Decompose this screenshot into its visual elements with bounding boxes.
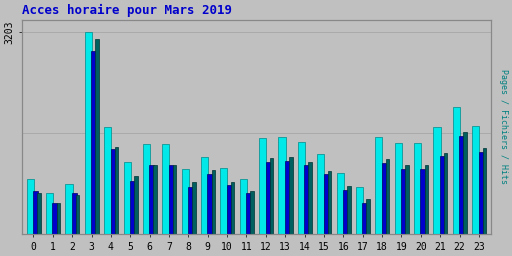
Bar (382, 163, 387, 234)
Bar (37, 193, 41, 234)
Bar (182, 169, 189, 234)
Bar (104, 127, 111, 234)
Bar (115, 147, 118, 234)
Bar (162, 144, 169, 234)
Bar (231, 183, 234, 234)
Bar (362, 203, 367, 234)
Bar (328, 171, 331, 234)
Bar (444, 153, 447, 234)
Bar (220, 168, 227, 234)
Bar (150, 165, 154, 234)
Bar (188, 187, 193, 234)
Bar (395, 143, 402, 234)
Bar (130, 180, 135, 234)
Bar (91, 51, 96, 234)
Bar (266, 162, 270, 234)
Bar (95, 39, 99, 234)
Bar (298, 142, 305, 234)
Bar (72, 193, 77, 234)
Bar (405, 165, 409, 234)
Bar (356, 187, 363, 234)
Bar (401, 169, 406, 234)
Bar (453, 107, 460, 234)
Bar (386, 158, 389, 234)
Bar (33, 191, 38, 234)
Bar (317, 154, 324, 234)
Bar (336, 173, 344, 234)
Bar (85, 32, 92, 234)
Bar (479, 152, 483, 234)
Bar (424, 165, 428, 234)
Bar (433, 127, 440, 234)
Bar (414, 143, 421, 234)
Bar (154, 165, 157, 234)
Bar (134, 176, 138, 234)
Bar (201, 157, 208, 234)
Text: Acces horaire pour Mars 2019: Acces horaire pour Mars 2019 (22, 4, 232, 17)
Bar (343, 190, 348, 234)
Bar (463, 132, 467, 234)
Bar (420, 169, 425, 234)
Bar (123, 162, 131, 234)
Bar (367, 199, 370, 234)
Bar (240, 179, 247, 234)
Bar (192, 182, 196, 234)
Bar (168, 165, 174, 234)
Bar (472, 126, 479, 234)
Bar (143, 144, 150, 234)
Bar (246, 193, 251, 234)
Bar (324, 174, 328, 234)
Bar (46, 193, 53, 234)
Bar (308, 162, 312, 234)
Bar (375, 137, 382, 234)
Bar (259, 138, 266, 234)
Bar (304, 165, 309, 234)
Bar (207, 174, 212, 234)
Bar (57, 203, 60, 234)
Bar (76, 195, 79, 234)
Bar (66, 184, 73, 234)
Bar (211, 170, 215, 234)
Bar (270, 158, 273, 234)
Bar (227, 185, 231, 234)
Bar (173, 165, 176, 234)
Bar (289, 157, 292, 234)
Bar (440, 156, 444, 234)
Bar (27, 179, 34, 234)
Bar (52, 203, 57, 234)
Bar (250, 191, 254, 234)
Bar (347, 186, 351, 234)
Bar (459, 136, 464, 234)
Bar (111, 149, 115, 234)
Bar (285, 161, 290, 234)
Y-axis label: Pages / Fichiers / Hits: Pages / Fichiers / Hits (499, 69, 508, 185)
Bar (279, 137, 286, 234)
Bar (483, 148, 486, 234)
